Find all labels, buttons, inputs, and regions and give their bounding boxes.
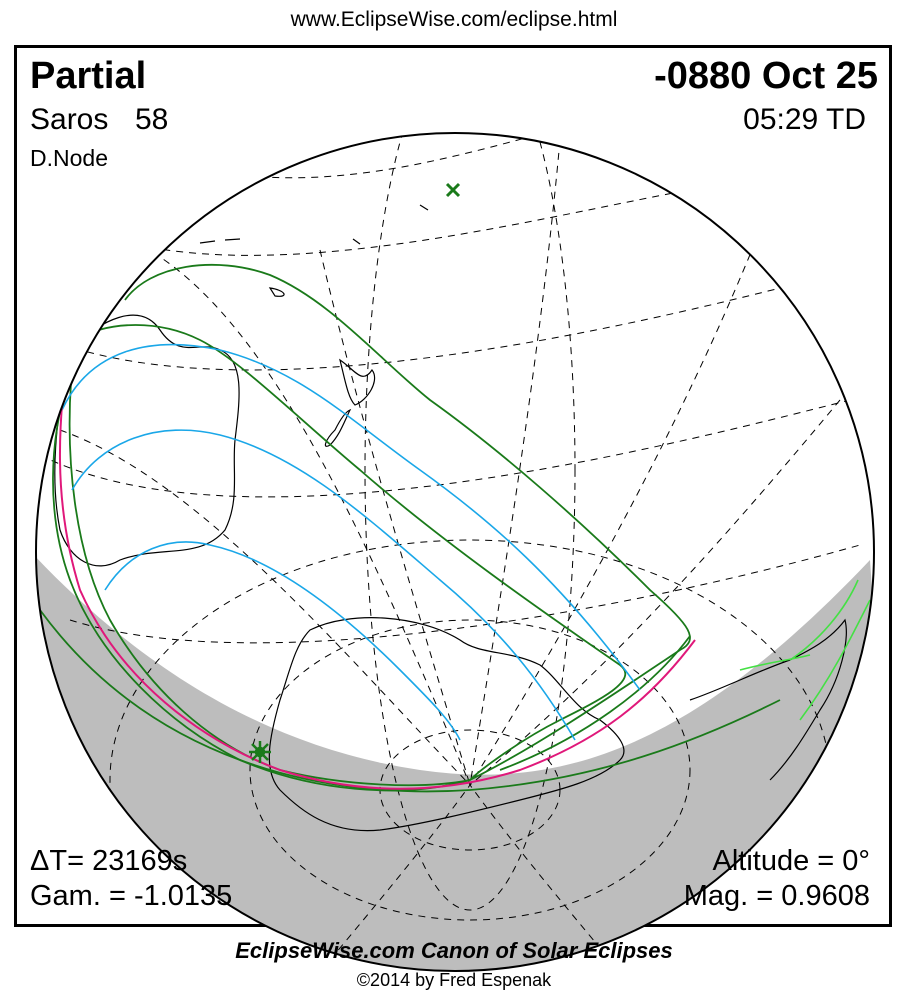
penumbra-edge-curve bbox=[499, 635, 691, 771]
meridian-line bbox=[364, 133, 576, 911]
night-side-shade bbox=[36, 540, 874, 971]
parallel-line bbox=[249, 619, 691, 921]
delta-t: ΔT= 23169s bbox=[30, 845, 188, 877]
parallel-line bbox=[49, 269, 851, 371]
magnitude-contours bbox=[61, 343, 641, 741]
copyright: ©2014 by Fred Espenak bbox=[356, 970, 552, 990]
meridian-line bbox=[329, 784, 471, 961]
sunrise-sunset-curve bbox=[58, 334, 696, 790]
coastline-islands bbox=[199, 133, 513, 297]
penumbra-inner-limit bbox=[68, 324, 627, 787]
coastline-australia bbox=[54, 314, 240, 567]
coastline-south-america bbox=[689, 618, 847, 781]
magnitude-contour bbox=[71, 429, 576, 741]
eclipse-date: -0880 Oct 25 bbox=[654, 55, 878, 97]
penumbra-outer-limit bbox=[52, 264, 691, 792]
node-label: D.Node bbox=[30, 145, 108, 171]
gamma: Gam. = -1.0135 bbox=[30, 880, 233, 912]
meridian-line bbox=[469, 399, 841, 786]
saros-number: 58 bbox=[135, 103, 169, 136]
saros-label: Saros bbox=[30, 103, 109, 136]
land-highlight bbox=[739, 579, 871, 721]
altitude: Altitude = 0° bbox=[712, 845, 870, 877]
eclipse-type: Partial bbox=[30, 55, 147, 97]
eclipse-time: 05:29 TD bbox=[743, 103, 866, 136]
meridian-line bbox=[319, 249, 471, 786]
meridian-line bbox=[129, 239, 471, 786]
coastlines bbox=[54, 133, 847, 832]
penumbra-limits bbox=[39, 264, 781, 793]
magnitude: Mag. = 0.9608 bbox=[683, 880, 870, 912]
canon-title: EclipseWise.com Canon of Solar Eclipses bbox=[235, 938, 673, 963]
magnitude-contour bbox=[104, 541, 461, 741]
globe-outline bbox=[35, 132, 875, 972]
coastline-new-zealand-south bbox=[324, 408, 352, 447]
parallel-line bbox=[69, 544, 861, 644]
coastline-new-zealand-north bbox=[339, 358, 376, 406]
greatest-eclipse-star-icon bbox=[249, 741, 271, 763]
meridian-line bbox=[469, 139, 561, 786]
magnitude-contour bbox=[61, 343, 641, 691]
penumbra-bottom-limit bbox=[39, 609, 781, 793]
sub-solar-point-icon bbox=[445, 182, 461, 198]
parallel-line bbox=[99, 174, 791, 256]
source-url: www.EclipseWise.com/eclipse.html bbox=[290, 8, 618, 31]
meridian-line bbox=[469, 229, 761, 786]
meridian-line bbox=[469, 784, 611, 961]
parallel-line bbox=[39, 394, 871, 498]
